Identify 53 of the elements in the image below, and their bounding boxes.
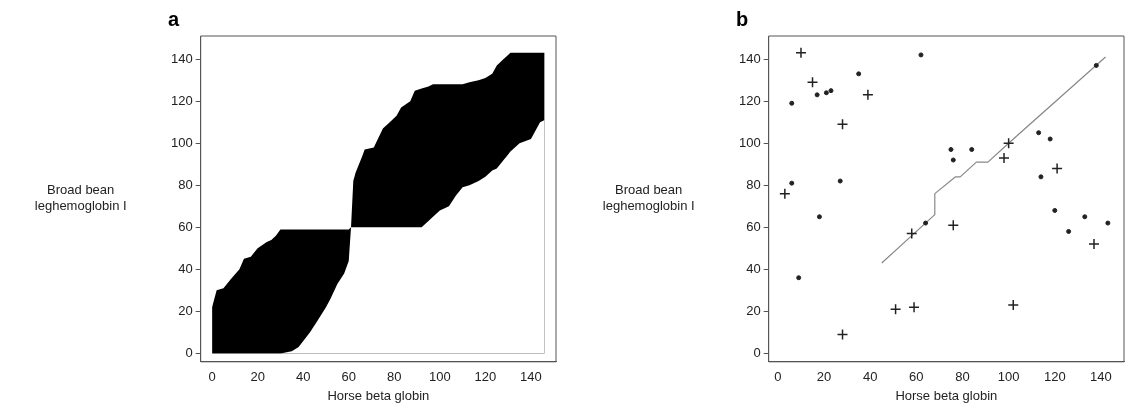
x-tick-label: 100 xyxy=(428,369,451,385)
y-axis-title: Broad bean leghemoglobin I xyxy=(34,182,127,214)
x-tick-label: 120 xyxy=(1043,369,1066,385)
x-tick-label: 0 xyxy=(774,369,782,385)
point xyxy=(908,301,920,313)
y-tick-label: 40 xyxy=(178,260,193,276)
point xyxy=(779,187,791,200)
x-axis-title: Horse beta globin xyxy=(895,387,998,403)
x-tick-label: 40 xyxy=(862,369,878,385)
point xyxy=(1051,162,1063,175)
y-tick-label: 140 xyxy=(738,50,761,66)
point xyxy=(1002,137,1015,149)
point xyxy=(806,76,819,88)
x-tick-label: 140 xyxy=(1090,369,1112,385)
y-tick-label: 40 xyxy=(746,260,761,276)
y-tick-label: 120 xyxy=(738,92,761,108)
y-tick-label: 120 xyxy=(170,92,193,108)
x-tick-label: 80 xyxy=(387,369,402,385)
point xyxy=(1088,238,1100,250)
x-tick-label: 100 xyxy=(997,369,1020,385)
y-tick-label: 100 xyxy=(170,134,193,150)
x-tick-label: 120 xyxy=(474,369,497,385)
y-tick-label: 140 xyxy=(170,50,193,66)
y-tick-label: 60 xyxy=(178,218,193,234)
point xyxy=(836,328,849,341)
point xyxy=(998,152,1010,164)
point xyxy=(947,219,960,231)
point xyxy=(795,47,807,59)
x-tick-label: 140 xyxy=(520,369,542,385)
y-tick-label: 60 xyxy=(746,218,761,234)
x-tick-label: 20 xyxy=(250,369,265,385)
chart-title: b xyxy=(736,7,749,30)
y-axis-title: Broad bean leghemoglobin I xyxy=(602,182,695,214)
x-tick-label: 80 xyxy=(955,369,970,385)
point xyxy=(862,89,874,101)
y-tick-label: 80 xyxy=(746,176,761,192)
y-tick-label: 100 xyxy=(738,134,761,150)
point xyxy=(836,118,849,131)
y-tick-label: 0 xyxy=(185,344,193,360)
y-tick-label: 80 xyxy=(178,176,193,192)
x-tick-label: 60 xyxy=(909,369,924,385)
y-tick-label: 20 xyxy=(178,302,193,318)
chart-title: a xyxy=(168,7,180,30)
y-tick-label: 0 xyxy=(753,344,761,360)
x-tick-label: 0 xyxy=(208,369,216,385)
x-tick-label: 20 xyxy=(816,369,832,385)
x-axis-title: Horse beta globin xyxy=(327,387,430,403)
y-tick-label: 20 xyxy=(746,302,761,318)
point xyxy=(905,227,918,240)
x-tick-label: 40 xyxy=(295,369,311,385)
point xyxy=(1007,299,1019,311)
x-tick-label: 60 xyxy=(341,369,356,385)
point xyxy=(889,303,902,315)
